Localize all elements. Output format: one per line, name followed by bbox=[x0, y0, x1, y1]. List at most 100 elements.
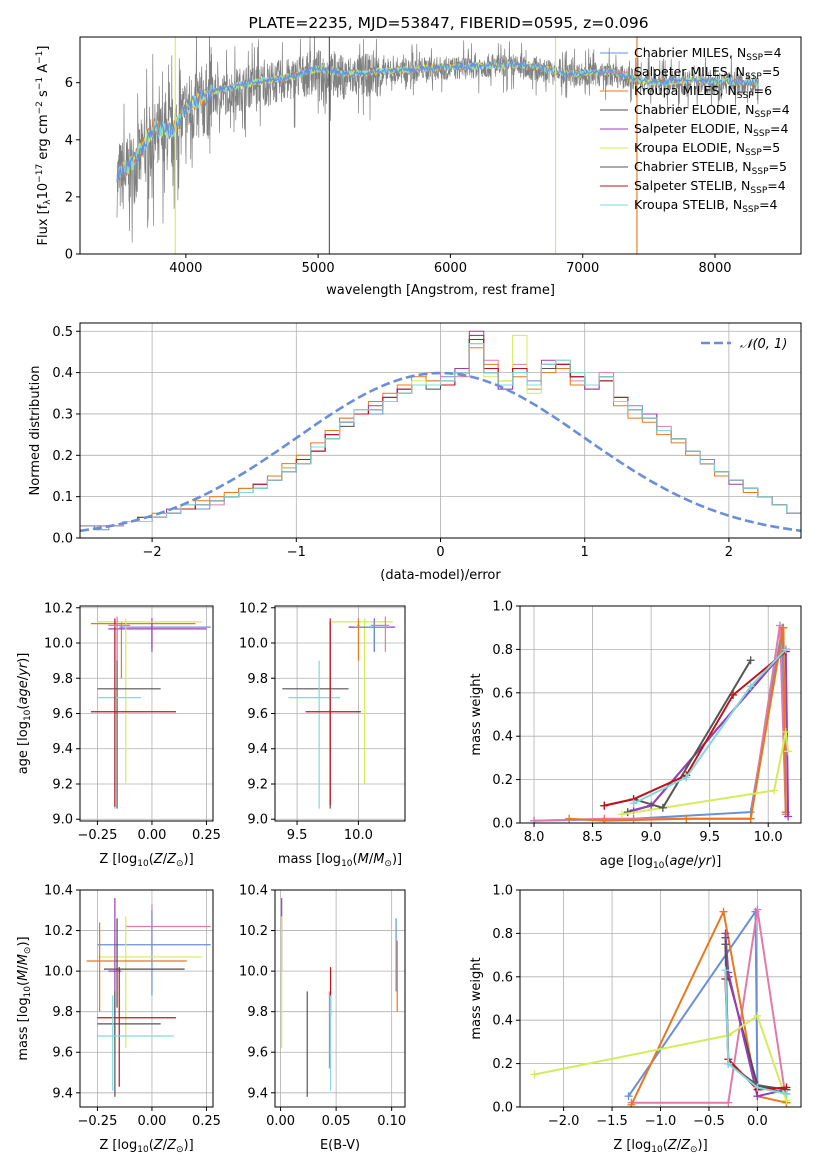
axes-frame bbox=[274, 889, 406, 1108]
y-tick-label: 0.2 bbox=[52, 449, 73, 464]
y-tick-label: 0.4 bbox=[52, 366, 73, 381]
x-tick-label: 8000 bbox=[698, 261, 731, 276]
x-tick-label: −1.5 bbox=[596, 1114, 628, 1129]
observed-spectrum-line bbox=[116, 37, 759, 243]
y-tick-label: 0.0 bbox=[52, 532, 73, 547]
y-axis-label: Normed distribution bbox=[28, 366, 43, 496]
x-tick-label: 8.0 bbox=[524, 830, 545, 845]
series-kroupa-miles bbox=[627, 907, 791, 1107]
y-tick-label: 10.2 bbox=[239, 924, 268, 939]
errorbars bbox=[281, 898, 398, 1097]
x-tick-label: 6000 bbox=[434, 261, 467, 276]
x-tick-label: 0.0 bbox=[747, 1114, 768, 1129]
axes-frame bbox=[79, 889, 214, 1108]
axes-frame bbox=[274, 605, 406, 822]
series-line bbox=[633, 646, 790, 817]
x-axis-label: wavelength [Angstrom, rest frame] bbox=[326, 283, 555, 298]
errorbar-chabrier-stelib bbox=[97, 621, 161, 809]
y-tick-label: 9.8 bbox=[247, 1005, 268, 1020]
errorbar-kroupa-miles bbox=[86, 922, 187, 1012]
x-tick-label: 9.5 bbox=[287, 828, 308, 843]
x-tick-label: 2 bbox=[725, 545, 733, 560]
errorbar-salpeter-miles bbox=[125, 904, 211, 951]
y-tick-label: 0.8 bbox=[492, 927, 513, 942]
y-tick-label: 10.2 bbox=[239, 601, 268, 616]
y-tick-label: 10.0 bbox=[44, 965, 73, 980]
x-axis-label: E(B-V) bbox=[320, 1138, 360, 1153]
errorbar-chabrier-elodie bbox=[103, 918, 185, 1008]
y-tick-label: 4 bbox=[65, 133, 73, 148]
panel-spectrum: 4000 5000 6000 7000 8000 0 2 4 6 PLATE=2235, MJD=… bbox=[35, 14, 802, 298]
y-tick-label: 9.6 bbox=[52, 1046, 73, 1061]
y-tick-label: 0.5 bbox=[52, 325, 73, 340]
errorbar-chabrier-miles bbox=[97, 910, 211, 996]
errorbar-salpeter-elodie bbox=[348, 618, 396, 652]
x-tick-label: −1 bbox=[287, 545, 306, 560]
x-tick-label: −0.5 bbox=[693, 1114, 725, 1129]
y-axis-label: Flux [fλ10−17 erg cm−2 s−1 A−1] bbox=[35, 46, 53, 246]
y-tick-label: 9.2 bbox=[52, 777, 73, 792]
y-tick-label: 9.8 bbox=[247, 672, 268, 687]
series-line bbox=[631, 909, 788, 1104]
x-axis-label: mass [log10(M/M⊙)] bbox=[278, 852, 402, 869]
series-salpeter-stelib bbox=[600, 647, 790, 810]
panel-residual_histogram: −2 −1 0 1 2 0.0 0.1 0.2 0.3 0.4 0.5 (data-model)/er… bbox=[28, 322, 802, 583]
y-tick-label: 10.4 bbox=[239, 884, 268, 899]
x-tick-label: 1 bbox=[581, 545, 589, 560]
chart-title: PLATE=2235, MJD=53847, FIBERID=0595, z=0… bbox=[248, 14, 648, 32]
x-tick-label: 0.25 bbox=[192, 1114, 221, 1129]
legend-label: 𝒩(0, 1) bbox=[740, 337, 787, 352]
y-axis-label: mass [log10(M/M⊙)] bbox=[16, 936, 33, 1060]
axes-frame bbox=[519, 889, 802, 1108]
y-tick-label: 9.4 bbox=[247, 1086, 268, 1101]
x-axis-label: age [log10(age/yr)] bbox=[600, 854, 722, 871]
y-tick-label: 0.6 bbox=[492, 970, 513, 985]
errorbar-chabrier-stelib bbox=[282, 621, 349, 809]
y-axis-label: mass weight bbox=[469, 957, 484, 1039]
x-tick-label: 9.5 bbox=[699, 830, 720, 845]
series-line bbox=[534, 627, 787, 822]
y-tick-label: 9.6 bbox=[247, 707, 268, 722]
errorbar-kroupa-stelib bbox=[97, 632, 142, 809]
panel-mass_vs_ebv: 0.00 0.05 0.10 9.4 9.6 9.8 10.0 10.2 10.4 bbox=[239, 884, 406, 1130]
y-tick-label: 0.4 bbox=[492, 730, 513, 745]
legend-label: Chabrier MILES, NSSP=4 bbox=[634, 45, 782, 63]
errorbar-salpeter-stelib bbox=[90, 618, 176, 807]
panel-age_vs_mass: 9.5 10.0 9.0 9.2 9.4 9.6 9.8 10.0 10.2 mass [log1… bbox=[239, 601, 406, 869]
model-spectrum-kroupa_stelib bbox=[116, 61, 759, 183]
x-tick-label: 0.00 bbox=[266, 1114, 295, 1129]
series-line bbox=[621, 731, 790, 816]
histogram-kroupa-stelib bbox=[80, 343, 801, 538]
y-tick-label: 2 bbox=[65, 190, 73, 205]
y-tick-label: 9.4 bbox=[247, 742, 268, 757]
axes-frame bbox=[79, 36, 802, 255]
y-tick-label: 0 bbox=[65, 248, 73, 263]
series-line bbox=[630, 908, 787, 1106]
panel-mass_vs_Z: −0.25 0.00 0.25 9.4 9.6 9.8 10.0 10.2 10.4 Z [log… bbox=[16, 884, 221, 1156]
y-tick-label: 9.0 bbox=[52, 813, 73, 828]
y-tick-label: 9.2 bbox=[247, 777, 268, 792]
series-line bbox=[534, 1014, 788, 1101]
histograms bbox=[80, 330, 801, 538]
y-tick-label: 1.0 bbox=[492, 600, 513, 615]
y-tick-label: 0.1 bbox=[52, 490, 73, 505]
legend-label: Salpeter STELIB, NSSP=4 bbox=[634, 178, 786, 196]
weight-lines bbox=[530, 621, 793, 823]
errorbar-salpeter-stelib bbox=[97, 967, 176, 1087]
y-tick-label: 10.2 bbox=[44, 924, 73, 939]
errorbar-salpeter-miles bbox=[108, 616, 131, 661]
errorbar-salpeter-miles bbox=[370, 616, 390, 652]
errorbar-kroupa-elodie bbox=[331, 618, 393, 784]
series-line bbox=[724, 933, 787, 1098]
y-tick-label: 10.0 bbox=[239, 965, 268, 980]
x-axis-label: (data-model)/error bbox=[380, 568, 501, 583]
model-spectrum-chabrier_miles bbox=[116, 60, 759, 183]
errorbar-kroupa-miles bbox=[357, 618, 360, 661]
x-axis-label: Z [log10(Z/Z⊙)] bbox=[613, 1138, 707, 1155]
x-tick-label: 0 bbox=[436, 545, 444, 560]
legend-label: Salpeter ELODIE, NSSP=4 bbox=[634, 121, 789, 139]
series-line bbox=[569, 627, 787, 822]
y-tick-label: 9.6 bbox=[52, 707, 73, 722]
